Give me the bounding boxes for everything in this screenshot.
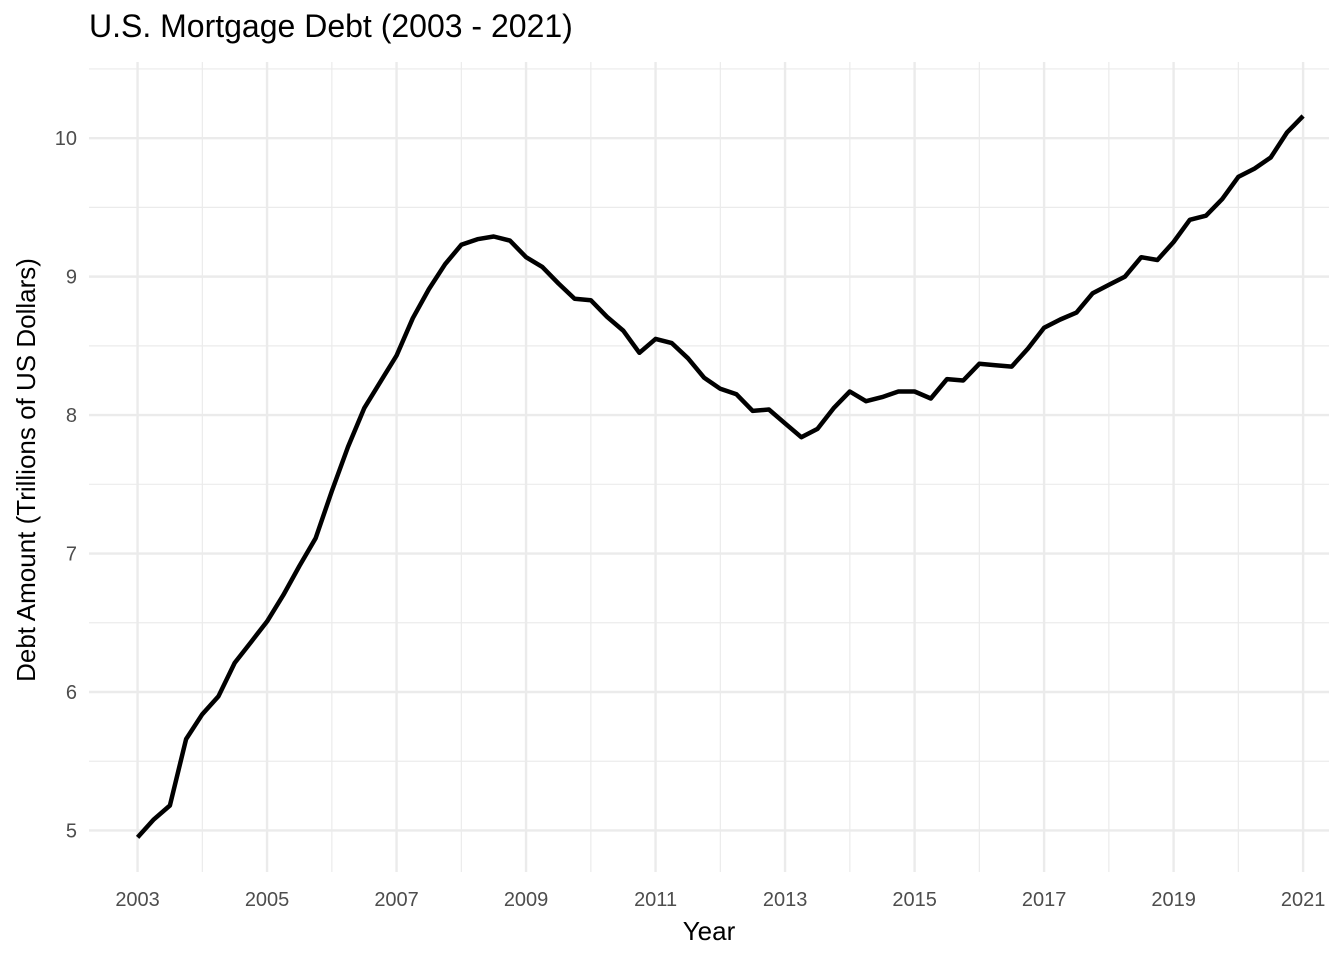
x-tick-label: 2015 [892,889,937,911]
chart-title: U.S. Mortgage Debt (2003 - 2021) [89,8,573,44]
x-tick-label: 2019 [1151,889,1196,911]
x-axis-ticks: 2003 2005 2007 2009 2011 2013 2015 2017 2019 2021 [115,889,1325,911]
x-tick-label: 2003 [115,889,160,911]
y-axis-ticks: 5 6 7 8 9 10 [55,128,77,842]
y-axis-title: Debt Amount (Trillions of US Dollars) [11,258,41,682]
y-tick-label: 5 [66,820,77,842]
y-tick-label: 8 [66,405,77,427]
x-tick-label: 2009 [504,889,549,911]
x-tick-label: 2007 [374,889,419,911]
y-tick-label: 6 [66,682,77,704]
y-tick-label: 9 [66,267,77,289]
major-gridlines [89,62,1329,872]
x-tick-label: 2005 [245,889,290,911]
minor-gridlines [89,62,1329,872]
x-tick-label: 2017 [1022,889,1067,911]
x-tick-label: 2011 [634,889,677,911]
x-axis-title: Year [683,916,736,946]
y-tick-label: 10 [55,128,77,150]
y-tick-label: 7 [66,544,77,566]
mortgage-debt-line [135,114,1305,839]
x-tick-label: 2013 [763,889,808,911]
series-layer [135,114,1305,839]
x-tick-label: 2021 [1281,889,1326,911]
